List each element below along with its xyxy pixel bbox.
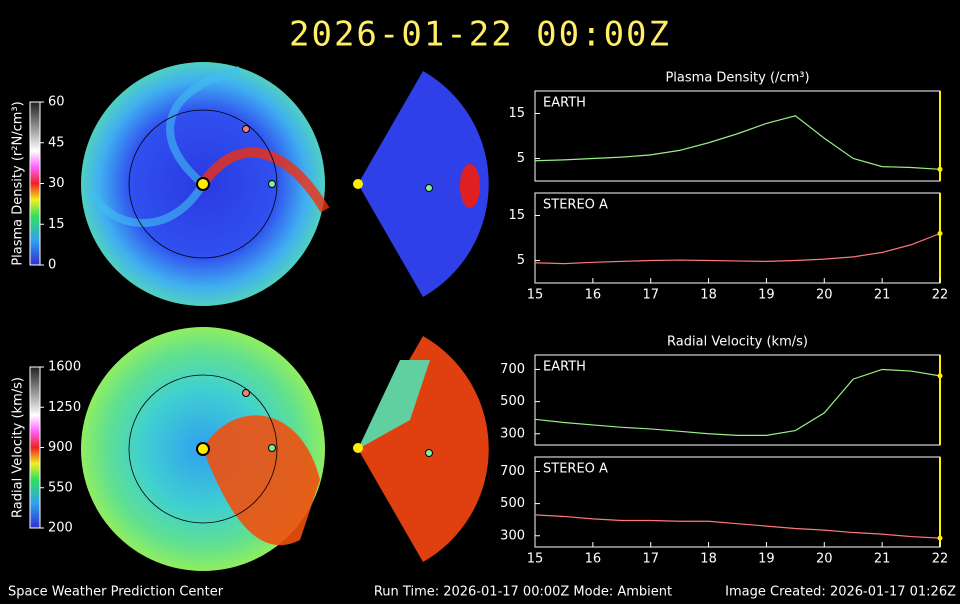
colorbar-tick-label: 1600 (48, 360, 81, 375)
panel-group-title: Radial Velocity (km/s) (667, 335, 808, 350)
footer-right: Image Created: 2026-01-17 01:26Z (725, 585, 956, 600)
y-tick-label: 300 (500, 426, 525, 441)
series-line (534, 514, 941, 539)
y-tick-label: 5 (517, 253, 525, 268)
panel-label: EARTH (543, 360, 586, 375)
y-tick-label: 700 (500, 464, 525, 479)
panel-frame (534, 90, 941, 182)
current-value-dot (937, 231, 943, 236)
panel-label: EARTH (543, 96, 586, 111)
x-tick-label: 17 (642, 288, 659, 303)
x-tick-label: 15 (527, 552, 544, 567)
y-tick-label: 500 (500, 394, 525, 409)
frame-time: 2026-01-22 00:00Z (289, 15, 671, 55)
colorbar (29, 101, 41, 266)
x-tick-label: 16 (585, 552, 602, 567)
panel-label: STEREO A (543, 462, 608, 477)
density-disk (81, 62, 489, 306)
colorbar-tick-label: 900 (48, 440, 73, 455)
series-line (534, 115, 941, 170)
colorbar-tick-label: 45 (48, 135, 65, 150)
colorbar-tick-label: 1250 (48, 400, 81, 415)
colorbar (29, 366, 41, 529)
velocity-disk (81, 327, 489, 571)
series-line (534, 368, 941, 436)
colorbar-label: Radial Velocity (km/s) (11, 377, 26, 518)
x-tick-label: 19 (758, 552, 775, 567)
x-tick-label: 22 (932, 288, 949, 303)
current-value-dot (937, 535, 943, 541)
series-line (534, 232, 941, 265)
colorbar-tick-label: 550 (48, 480, 73, 495)
y-tick-label: 15 (508, 106, 525, 121)
colorbar-tick-label: 200 (48, 521, 73, 536)
x-tick-label: 21 (874, 288, 891, 303)
x-tick-label: 21 (874, 552, 891, 567)
panel-group-title: Plasma Density (/cm³) (665, 71, 809, 86)
footer-left: Space Weather Prediction Center (8, 585, 224, 600)
panel-frame (534, 354, 941, 446)
x-tick-label: 15 (527, 288, 544, 303)
x-tick-label: 20 (816, 288, 833, 303)
x-tick-label: 22 (932, 552, 949, 567)
panel-label: STEREO A (543, 198, 608, 213)
current-value-dot (937, 373, 943, 379)
x-tick-label: 17 (642, 552, 659, 567)
colorbar-label: Plasma Density (r²N/cm³) (11, 101, 26, 265)
current-value-dot (937, 166, 943, 172)
y-tick-label: 300 (500, 528, 525, 543)
y-tick-label: 700 (500, 362, 525, 377)
colorbar-tick-label: 15 (48, 217, 65, 232)
y-tick-label: 5 (517, 151, 525, 166)
colorbar-tick-label: 30 (48, 176, 65, 191)
x-tick-label: 19 (758, 288, 775, 303)
y-tick-label: 500 (500, 496, 525, 511)
footer-center: Run Time: 2026-01-17 00:00Z Mode: Ambien… (374, 585, 672, 600)
x-tick-label: 18 (700, 288, 717, 303)
colorbar-tick-label: 60 (48, 95, 65, 110)
x-tick-label: 18 (700, 552, 717, 567)
y-tick-label: 15 (508, 208, 525, 223)
x-tick-label: 16 (585, 288, 602, 303)
colorbar-tick-label: 0 (48, 258, 56, 273)
x-tick-label: 20 (816, 552, 833, 567)
